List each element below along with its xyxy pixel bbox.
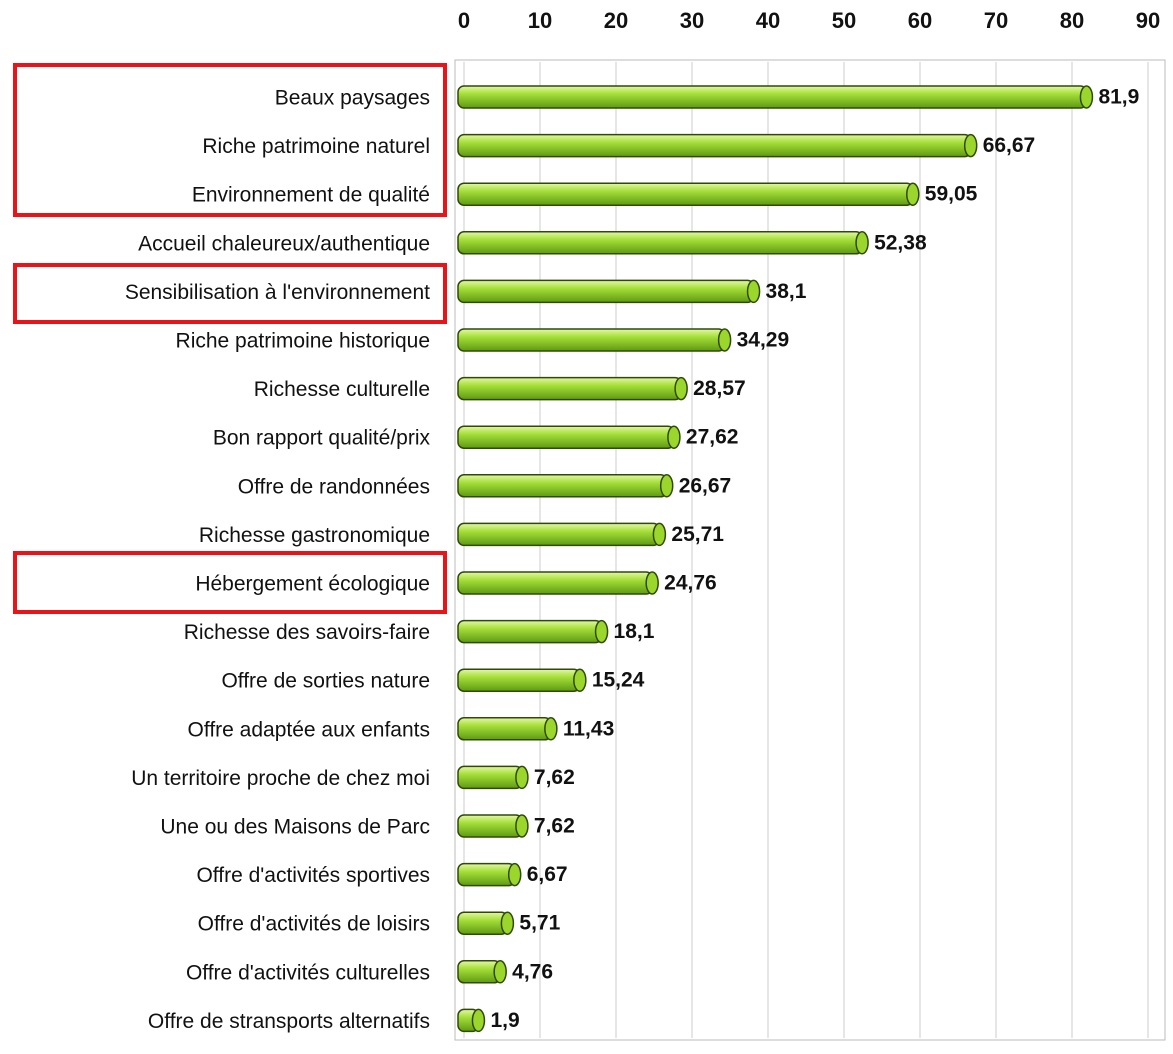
data-label: 4,76 [512, 960, 553, 983]
x-tick-label: 30 [680, 8, 704, 33]
bar [457, 862, 516, 887]
x-tick-label: 10 [528, 8, 552, 33]
data-label: 28,57 [693, 377, 746, 400]
bar-cap [471, 1008, 486, 1033]
x-tick-label: 0 [458, 8, 470, 33]
bar [457, 717, 552, 741]
bar-cap [963, 133, 978, 158]
category-label: Offre de stransports alternatifs [148, 1010, 430, 1033]
category-label: Richesse gastronomique [199, 524, 430, 547]
category-label: Offre d'activités de loisirs [198, 913, 430, 936]
category-label: Offre de randonnées [238, 475, 430, 498]
data-label: 66,67 [983, 134, 1036, 157]
bar [457, 911, 509, 935]
data-label: 25,71 [671, 523, 724, 546]
category-label: Riche patrimoine historique [176, 330, 430, 353]
bar-cap [652, 522, 667, 547]
data-label: 11,43 [563, 717, 614, 740]
bar-cap [674, 376, 688, 401]
plot-frame [454, 59, 1166, 1041]
bar [457, 182, 914, 206]
bar [457, 425, 675, 449]
highlight-box [13, 63, 447, 217]
category-label: Richesse culturelle [254, 378, 430, 401]
category-label: Accueil chaleureux/authentique [138, 232, 430, 255]
bar [457, 571, 653, 595]
data-label: 5,71 [519, 912, 560, 935]
x-tick-label: 60 [908, 8, 932, 33]
data-label: 1,9 [490, 1009, 519, 1032]
data-label: 7,62 [534, 766, 575, 789]
data-label: 52,38 [874, 231, 927, 254]
bar [457, 814, 523, 838]
bar-cap [515, 765, 529, 790]
bar-cap [573, 668, 587, 692]
bar-cap [594, 619, 609, 644]
data-label: 15,24 [592, 669, 645, 692]
data-label: 24,76 [664, 572, 717, 595]
category-label: Offre d'activités culturelles [186, 961, 430, 984]
highlight-box [13, 263, 447, 324]
x-tick-label: 20 [604, 8, 628, 33]
data-label: 26,67 [679, 474, 732, 497]
data-label: 59,05 [925, 183, 978, 206]
category-label: Offre d'activités sportives [196, 864, 430, 887]
category-label: Offre de sorties nature [221, 670, 430, 693]
bar-cap [515, 814, 529, 838]
category-label: Une ou des Maisons de Parc [160, 816, 430, 839]
category-label: Beaux paysages [275, 87, 430, 110]
bar-cap [855, 231, 869, 255]
bar-cap [906, 182, 920, 206]
bar [457, 328, 726, 352]
bar-cap [493, 960, 507, 984]
category-label: Sensibilisation à l'environnement [125, 281, 430, 304]
data-label: 81,9 [1098, 86, 1139, 109]
data-label: 38,1 [766, 280, 807, 303]
data-label: 34,29 [737, 329, 790, 352]
category-label: Hébergement écologique [195, 573, 430, 596]
x-tick-label: 70 [984, 8, 1008, 33]
bar [457, 133, 972, 158]
bar [457, 231, 863, 255]
bar-cap [507, 862, 522, 887]
data-label: 27,62 [686, 426, 739, 449]
data-label: 6,67 [527, 863, 568, 886]
category-label: Richesse des savoirs-faire [184, 621, 430, 644]
bar-cap [1079, 85, 1094, 109]
category-label: Offre adaptée aux enfants [188, 718, 430, 741]
bar [457, 522, 661, 547]
bar [457, 668, 581, 692]
bar-cap [544, 717, 558, 741]
x-tick-label: 50 [832, 8, 856, 33]
data-label: 7,62 [534, 815, 575, 838]
bar [457, 85, 1088, 109]
bar-cap [500, 911, 515, 935]
category-label: Un territoire proche de chez moi [131, 767, 430, 790]
category-label: Bon rapport qualité/prix [213, 427, 431, 450]
highlights [13, 63, 447, 614]
bar [457, 474, 668, 498]
x-tick-label: 80 [1060, 8, 1084, 33]
x-tick-label: 90 [1136, 8, 1160, 33]
data-label: 18,1 [614, 620, 655, 643]
category-label: Environnement de qualité [192, 184, 430, 207]
bar [457, 765, 523, 790]
bar-cap [717, 328, 732, 352]
bar [457, 279, 755, 304]
category-label: Riche patrimoine naturel [202, 135, 430, 158]
highlight-box [13, 551, 447, 614]
x-tick-label: 40 [756, 8, 780, 33]
bar [457, 619, 603, 644]
bar [457, 376, 682, 401]
bar-cap [746, 279, 761, 304]
bar-cap [659, 474, 674, 498]
bar-cap [667, 425, 681, 449]
bar-cap [645, 571, 659, 595]
